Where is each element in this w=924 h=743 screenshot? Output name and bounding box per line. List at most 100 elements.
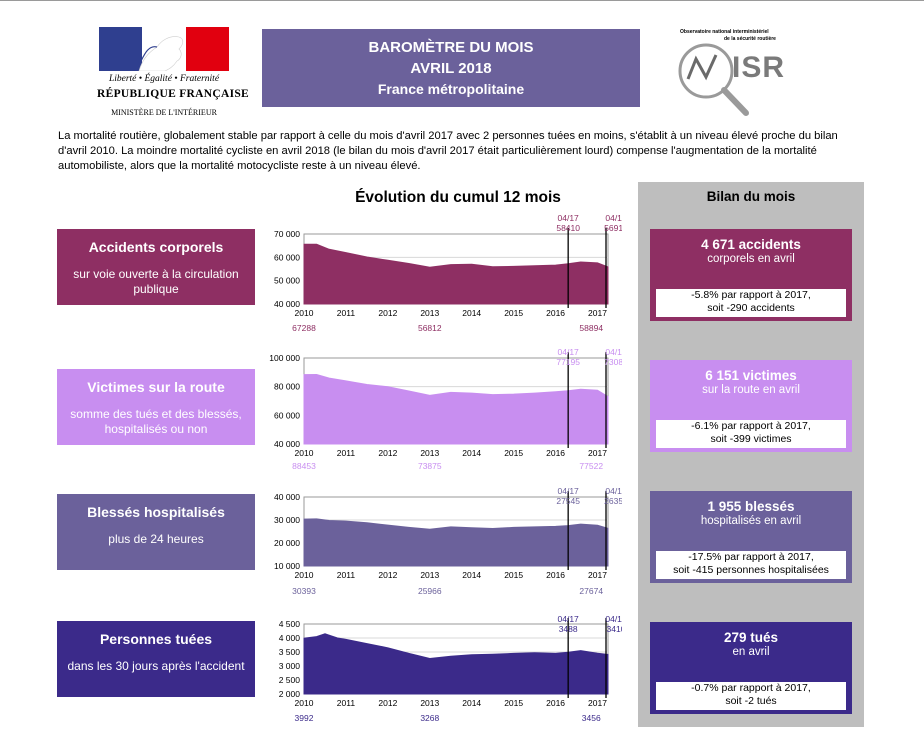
republique-francaise-logo: Liberté • Égalité • Fraternité RÉPUBLIQU… [97,27,250,122]
x-tick-label: 2011 [337,698,356,708]
y-tick-label: 2 500 [279,675,301,685]
x-tick-label: 2015 [504,570,523,580]
title-banner: BAROMÈTRE DU MOIS AVRIL 2018 France métr… [262,29,640,107]
x-tick-label: 2013 [420,698,439,708]
bilan-sub: en avril [732,646,770,658]
x-tick-label: 2012 [378,698,397,708]
label-title: Victimes sur la route [87,379,225,395]
y-tick-label: 2 000 [279,689,301,699]
y-tick-label: 40 000 [274,492,300,502]
onisr-caption-1: Observatoire national interministériel [680,29,769,35]
y-tick-label: 100 000 [269,353,300,363]
bilan-comparison-line2: soit -2 tués [725,695,777,707]
x-tick-label: 2010 [295,308,314,318]
onisr-caption-2: de la sécurité routière [724,36,776,42]
y-tick-label: 4 500 [279,619,301,629]
onisr-logo: Observatoire national interministériel d… [676,27,802,117]
x-tick-label: 2010 [295,570,314,580]
x-tick-label: 2015 [504,448,523,458]
x-tick-label: 2012 [378,308,397,318]
bilan-comparison: -5.8% par rapport à 2017, soit -290 acci… [656,289,846,317]
ministry-name: MINISTÈRE DE L'INTÉRIEUR [111,108,217,117]
bilan-comparison-line1: -6.1% par rapport à 2017, [691,420,811,432]
bilan-comparison-line2: soit -415 personnes hospitalisées [673,564,829,576]
y-tick-label: 20 000 [274,538,300,548]
series-area [303,243,609,305]
bilan-comparison-line1: -5.8% par rapport à 2017, [691,289,811,301]
marker-date-label: 04/18 [605,213,622,223]
marker-date-label: 04/17 [558,347,580,357]
y-tick-label: 80 000 [274,382,300,392]
bilan-box-accidents: 4 671 accidents corporels en avril -5.8%… [650,229,852,321]
series-area [303,518,609,567]
bilan-comparison-line1: -17.5% par rapport à 2017, [688,551,814,563]
title-line-3: France métropolitaine [377,81,525,97]
x-tick-label: 2015 [504,698,523,708]
y-tick-label: 30 000 [274,515,300,525]
marker-date-label: 04/18 [605,614,622,624]
y-tick-label: 70 000 [274,229,300,239]
marianne-flag-icon [99,27,229,71]
marker-value-label: 56917 [604,223,622,233]
x-tick-label: 2014 [462,570,481,580]
marker-value-label: 3410 [607,624,622,634]
bilan-box-blesses: 1 955 blessés hospitalisés en avril -17.… [650,491,852,583]
bilan-box-tues: 279 tués en avril -0.7% par rapport à 20… [650,622,852,714]
y-tick-label: 10 000 [274,561,300,571]
label-subtitle: somme des tués et des blessés, hospitali… [70,407,242,436]
bilan-comparison: -17.5% par rapport à 2017, soit -415 per… [656,551,846,579]
republic-name: RÉPUBLIQUE FRANÇAISE [97,88,250,100]
series-area [303,373,609,445]
x-tick-label: 2016 [546,308,565,318]
x-tick-label: 2016 [546,448,565,458]
x-tick-label: 2017 [588,698,607,708]
x-tick-label: 2015 [504,308,523,318]
x-tick-label: 2017 [588,308,607,318]
x-tick-label: 2014 [462,448,481,458]
data-value-label: 3992 [295,713,314,723]
data-value-label: 58894 [579,323,603,333]
marker-value-label: 58410 [556,223,580,233]
data-value-label: 3268 [420,713,439,723]
x-tick-label: 2011 [337,308,356,318]
marker-date-label: 04/18 [605,347,622,357]
x-tick-label: 2016 [546,570,565,580]
y-tick-label: 60 000 [274,252,300,262]
x-tick-label: 2010 [295,448,314,458]
bilan-box-victimes: 6 151 victimes sur la route en avril -6.… [650,360,852,452]
data-value-label: 30393 [292,586,316,596]
marker-date-label: 04/17 [558,486,580,496]
bilan-title: Bilan du mois [706,189,796,204]
y-tick-label: 3 000 [279,661,301,671]
y-tick-label: 50 000 [274,276,300,286]
bilan-main: 6 151 victimes [705,368,797,383]
bilan-comparison: -6.1% par rapport à 2017, soit -399 vict… [656,420,846,448]
label-subtitle: sur voie ouverte à la circulation publiq… [73,267,239,296]
label-title: Accidents corporels [88,239,224,255]
x-tick-label: 2013 [420,448,439,458]
motto-text: Liberté • Égalité • Fraternité [108,74,220,84]
bilan-sub: sur la route en avril [702,384,800,396]
y-tick-label: 3 500 [279,647,301,657]
x-tick-label: 2017 [588,448,607,458]
magnifier-icon [678,43,749,116]
series-area [303,633,609,695]
x-tick-label: 2010 [295,698,314,708]
y-tick-label: 60 000 [274,410,300,420]
data-value-label: 73875 [418,461,442,471]
marker-value-label: 73084 [604,357,622,367]
top-border [0,0,924,1]
marker-date-label: 04/18 [605,486,622,496]
x-tick-label: 2014 [462,698,481,708]
data-value-label: 77522 [579,461,603,471]
marker-value-label: 26358 [604,496,622,506]
label-box-blesses: Blessés hospitalisés plus de 24 heures [57,494,255,570]
bilan-comparison-line2: soit -290 accidents [707,302,795,314]
label-title: Personnes tuées [99,631,213,647]
intro-paragraph: La mortalité routière, globalement stabl… [58,130,838,172]
data-value-label: 25966 [418,586,442,596]
data-value-label: 67288 [292,323,316,333]
